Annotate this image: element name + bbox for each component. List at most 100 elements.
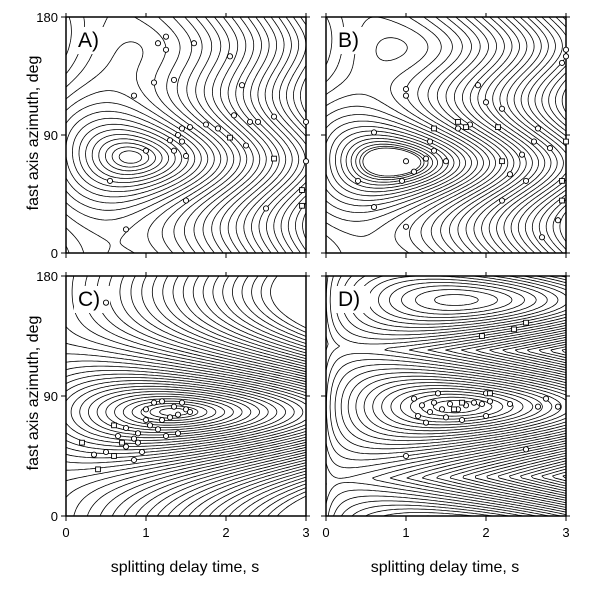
- panel-a-square-marker: [299, 187, 305, 193]
- panel-c-x-tick-label: 1: [142, 525, 149, 540]
- panel-a-circle-marker: [130, 92, 138, 99]
- panel-c-circle-marker: [134, 430, 142, 437]
- panel-c-circle-marker: [146, 422, 154, 429]
- panel-a-circle-marker: [178, 138, 186, 145]
- x-axis-title-right: splitting delay time, s: [371, 559, 520, 576]
- panel-a-circle-marker: [150, 79, 158, 86]
- panel-b-circle-marker: [498, 197, 506, 204]
- panel-a-square-marker: [299, 202, 305, 209]
- panel-a-circle-marker: [242, 142, 250, 149]
- panel-b-circle-marker: [498, 105, 506, 112]
- y-axis-title-bottom: fast axis azimuth, deg: [25, 316, 42, 471]
- panel-a-y-tick-label: 0: [51, 246, 58, 261]
- panel-a-circle-marker: [182, 152, 190, 160]
- panel-a-circle-marker: [142, 147, 150, 154]
- panel-c-square-marker: [79, 439, 85, 446]
- panel-d-circle-marker: [470, 399, 478, 406]
- panel-label-d: D): [338, 288, 360, 311]
- panel-d-square-marker: [487, 390, 493, 397]
- panel-d-square-marker: [479, 333, 485, 339]
- panel-c-square-marker: [95, 466, 101, 473]
- panel-b: B): [321, 13, 570, 258]
- panel-c-circle-marker: [158, 416, 166, 424]
- panel-c-circle-marker: [166, 414, 174, 421]
- panel-b-circle-marker: [426, 138, 434, 145]
- panel-d-contours: [326, 276, 566, 516]
- panel-b-circle-marker: [430, 147, 438, 154]
- panel-b-circle-marker: [402, 92, 410, 99]
- panel-d-circle-marker: [506, 400, 514, 408]
- panel-b-circle-marker: [534, 125, 542, 132]
- panel-a-circle-marker: [106, 177, 114, 184]
- panel-b-circle-marker: [530, 138, 538, 145]
- panel-c-circle-marker: [138, 448, 146, 456]
- panel-d-circle-marker: [482, 412, 490, 420]
- panel-d-circle-marker: [486, 398, 494, 405]
- panel-b-square-marker: [463, 124, 469, 130]
- panel-a-circle-marker: [154, 40, 162, 47]
- panel-d-circle-marker: [534, 403, 542, 410]
- panel-a-circle-marker: [230, 112, 238, 119]
- panel-d: 0 1 2 3 D): [321, 272, 570, 540]
- panel-b-circle-marker: [554, 217, 562, 224]
- panel-d-circle-marker: [410, 395, 418, 402]
- panel-a-y-tick-label: 90: [44, 128, 58, 143]
- panel-a-y-tick-label: 180: [36, 10, 58, 25]
- panel-d-square-marker: [523, 319, 529, 326]
- panel-c-circle-marker: [142, 416, 150, 424]
- panel-c-y-tick-label: 90: [44, 389, 58, 404]
- panel-c-contours: [66, 276, 306, 516]
- panel-b-square-marker: [495, 124, 501, 130]
- panel-d-circle-marker: [430, 399, 438, 406]
- panel-a-circle-marker: [162, 33, 170, 40]
- panel-a-circle-marker: [186, 124, 194, 131]
- panel-d-circle-marker: [446, 400, 454, 408]
- panel-a-contours: [66, 17, 306, 253]
- panel-a-circle-marker: [182, 197, 190, 204]
- panel-a-circle-marker: [302, 118, 310, 125]
- panel-b-circle-marker: [482, 99, 490, 106]
- panel-c-square-marker: [111, 453, 117, 459]
- panel-b-circle-marker: [474, 82, 482, 89]
- panel-d-x-tick-label: 1: [402, 525, 409, 540]
- panel-d-x-tick-label: 2: [482, 525, 489, 540]
- panel-a-circle-marker: [214, 125, 222, 132]
- panel-a-circle-marker: [174, 131, 182, 139]
- panel-b-circle-marker: [398, 177, 406, 184]
- panel-a: 0 90 180 A): [36, 10, 310, 261]
- panel-c-circle-marker: [130, 435, 138, 442]
- panel-b-square-marker: [455, 119, 461, 125]
- panel-c-circle-marker: [122, 424, 130, 432]
- panel-d-circle-marker: [426, 408, 434, 416]
- panel-d-circle-marker: [414, 412, 422, 420]
- panel-b-circle-marker: [402, 158, 410, 165]
- panel-a-label-background: [74, 27, 110, 54]
- panel-a-circle-marker: [238, 82, 246, 89]
- panel-a-circle-marker: [170, 147, 178, 154]
- panel-a-circle-marker: [270, 113, 278, 120]
- panel-c-circle-marker: [174, 430, 182, 437]
- panel-a-circle-marker: [254, 118, 262, 125]
- panel-b-circle-marker: [354, 177, 362, 184]
- panel-d-circle-marker: [458, 416, 466, 424]
- panel-c-x-tick-label: 2: [222, 525, 229, 540]
- panel-b-square-marker: [431, 125, 437, 132]
- panel-c-circle-marker: [162, 432, 170, 440]
- panel-d-x-tick-label: 0: [322, 525, 329, 540]
- panel-d-circle-marker: [554, 403, 562, 410]
- panel-c-circle-marker: [102, 299, 110, 306]
- panel-b-circle-marker: [506, 171, 514, 178]
- panel-c-circle-marker: [130, 456, 138, 464]
- panel-label-b: B): [338, 29, 359, 52]
- panel-d-circle-marker: [434, 390, 442, 397]
- panel-b-circle-marker: [518, 151, 526, 158]
- panel-a-circle-marker: [166, 137, 174, 144]
- panel-b-circle-marker: [410, 168, 418, 175]
- panel-c-circle-marker: [150, 399, 158, 406]
- panel-d-circle-marker: [402, 452, 410, 460]
- panel-a-circle-marker: [122, 226, 130, 233]
- panel-d-circle-marker: [438, 406, 446, 413]
- panel-d-circle-marker: [422, 419, 430, 426]
- panel-d-circle-marker: [478, 400, 486, 408]
